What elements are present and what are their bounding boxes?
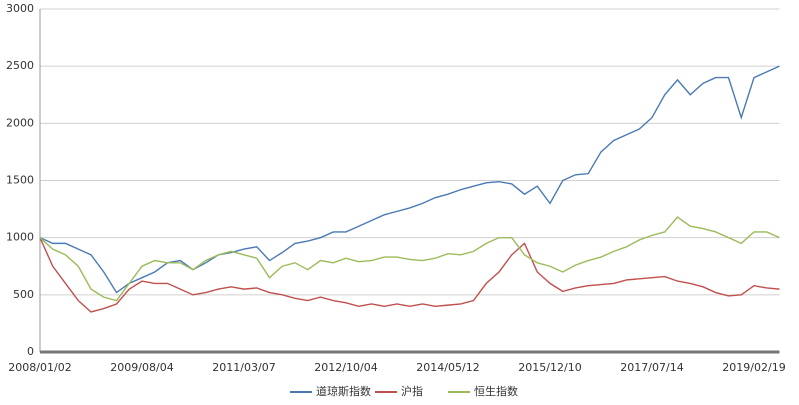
y-tick-label: 1500 [6, 174, 34, 187]
x-tick-label: 2017/07/14 [620, 361, 683, 374]
line-series [39, 216, 780, 302]
x-tick-label: 2011/03/07 [212, 361, 275, 374]
y-tick-label: 0 [27, 345, 34, 358]
x-tick-label: 2012/10/04 [314, 361, 377, 374]
x-tick-label: 2019/02/19 [722, 361, 785, 374]
y-tick-label: 2500 [6, 59, 34, 72]
line-series [39, 237, 780, 313]
y-tick-label: 1000 [6, 231, 34, 244]
x-tick-label: 2015/12/10 [518, 361, 581, 374]
legend-label: 恒生指数 [474, 384, 518, 398]
y-tick-label: 3000 [6, 2, 34, 15]
line-series [39, 65, 780, 294]
legend-label: 道琼斯指数 [316, 384, 371, 398]
y-tick-label: 500 [13, 288, 34, 301]
x-tick-label: 2008/01/02 [8, 361, 71, 374]
x-tick-label: 2014/05/12 [416, 361, 479, 374]
y-tick-label: 2000 [6, 116, 34, 129]
x-tick-label: 2009/08/04 [110, 361, 173, 374]
legend-label: 沪指 [401, 384, 423, 398]
